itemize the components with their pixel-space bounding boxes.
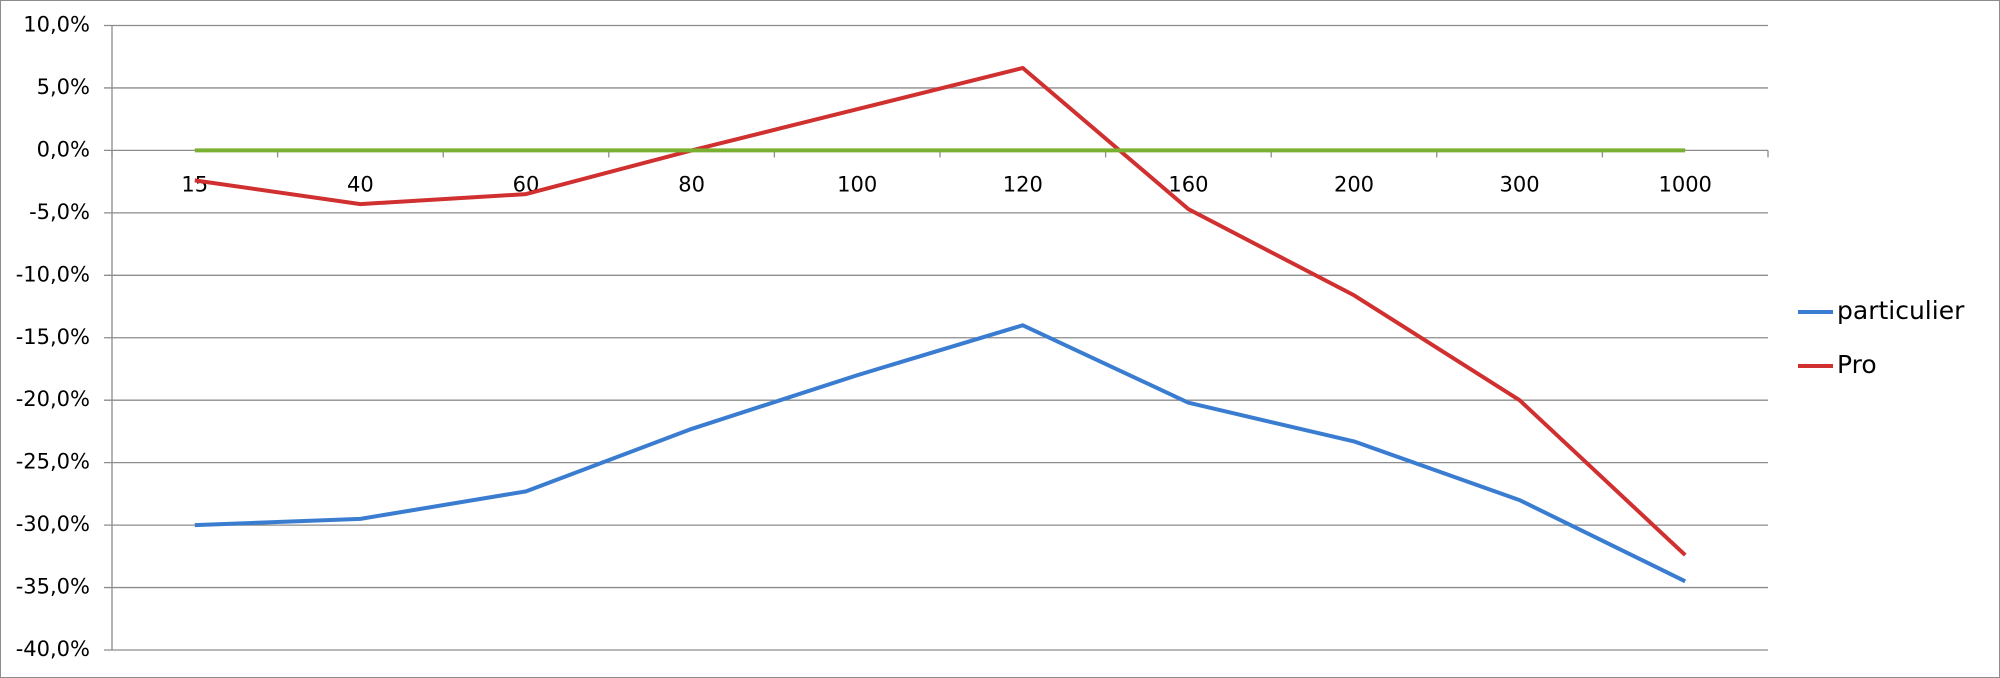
y-tick-label: -15,0%	[16, 325, 90, 349]
x-tick-label: 200	[1334, 172, 1374, 196]
legend-label: particulier	[1837, 296, 1965, 325]
x-tick-label: 40	[347, 172, 374, 196]
x-tick-label: 160	[1168, 172, 1208, 196]
y-tick-label: 5,0%	[37, 75, 90, 99]
y-tick-label: 10,0%	[23, 13, 90, 37]
x-tick-label: 120	[1003, 172, 1043, 196]
x-tick-label: 100	[837, 172, 877, 196]
y-tick-label: -20,0%	[16, 387, 90, 411]
y-tick-label: 0,0%	[37, 137, 90, 161]
x-tick-label: 1000	[1658, 172, 1711, 196]
legend-label: Pro	[1837, 350, 1877, 379]
x-tick-label: 300	[1500, 172, 1540, 196]
y-tick-label: -25,0%	[16, 450, 90, 474]
y-tick-label: -5,0%	[29, 200, 90, 224]
x-tick-label: 15	[181, 172, 208, 196]
y-tick-label: -40,0%	[16, 637, 90, 661]
y-tick-label: -35,0%	[16, 575, 90, 599]
series-line	[194, 323, 1687, 584]
y-tick-label: -30,0%	[16, 512, 90, 536]
y-tick-label: -10,0%	[16, 262, 90, 286]
x-tick-label: 80	[678, 172, 705, 196]
series-line	[194, 65, 1687, 557]
